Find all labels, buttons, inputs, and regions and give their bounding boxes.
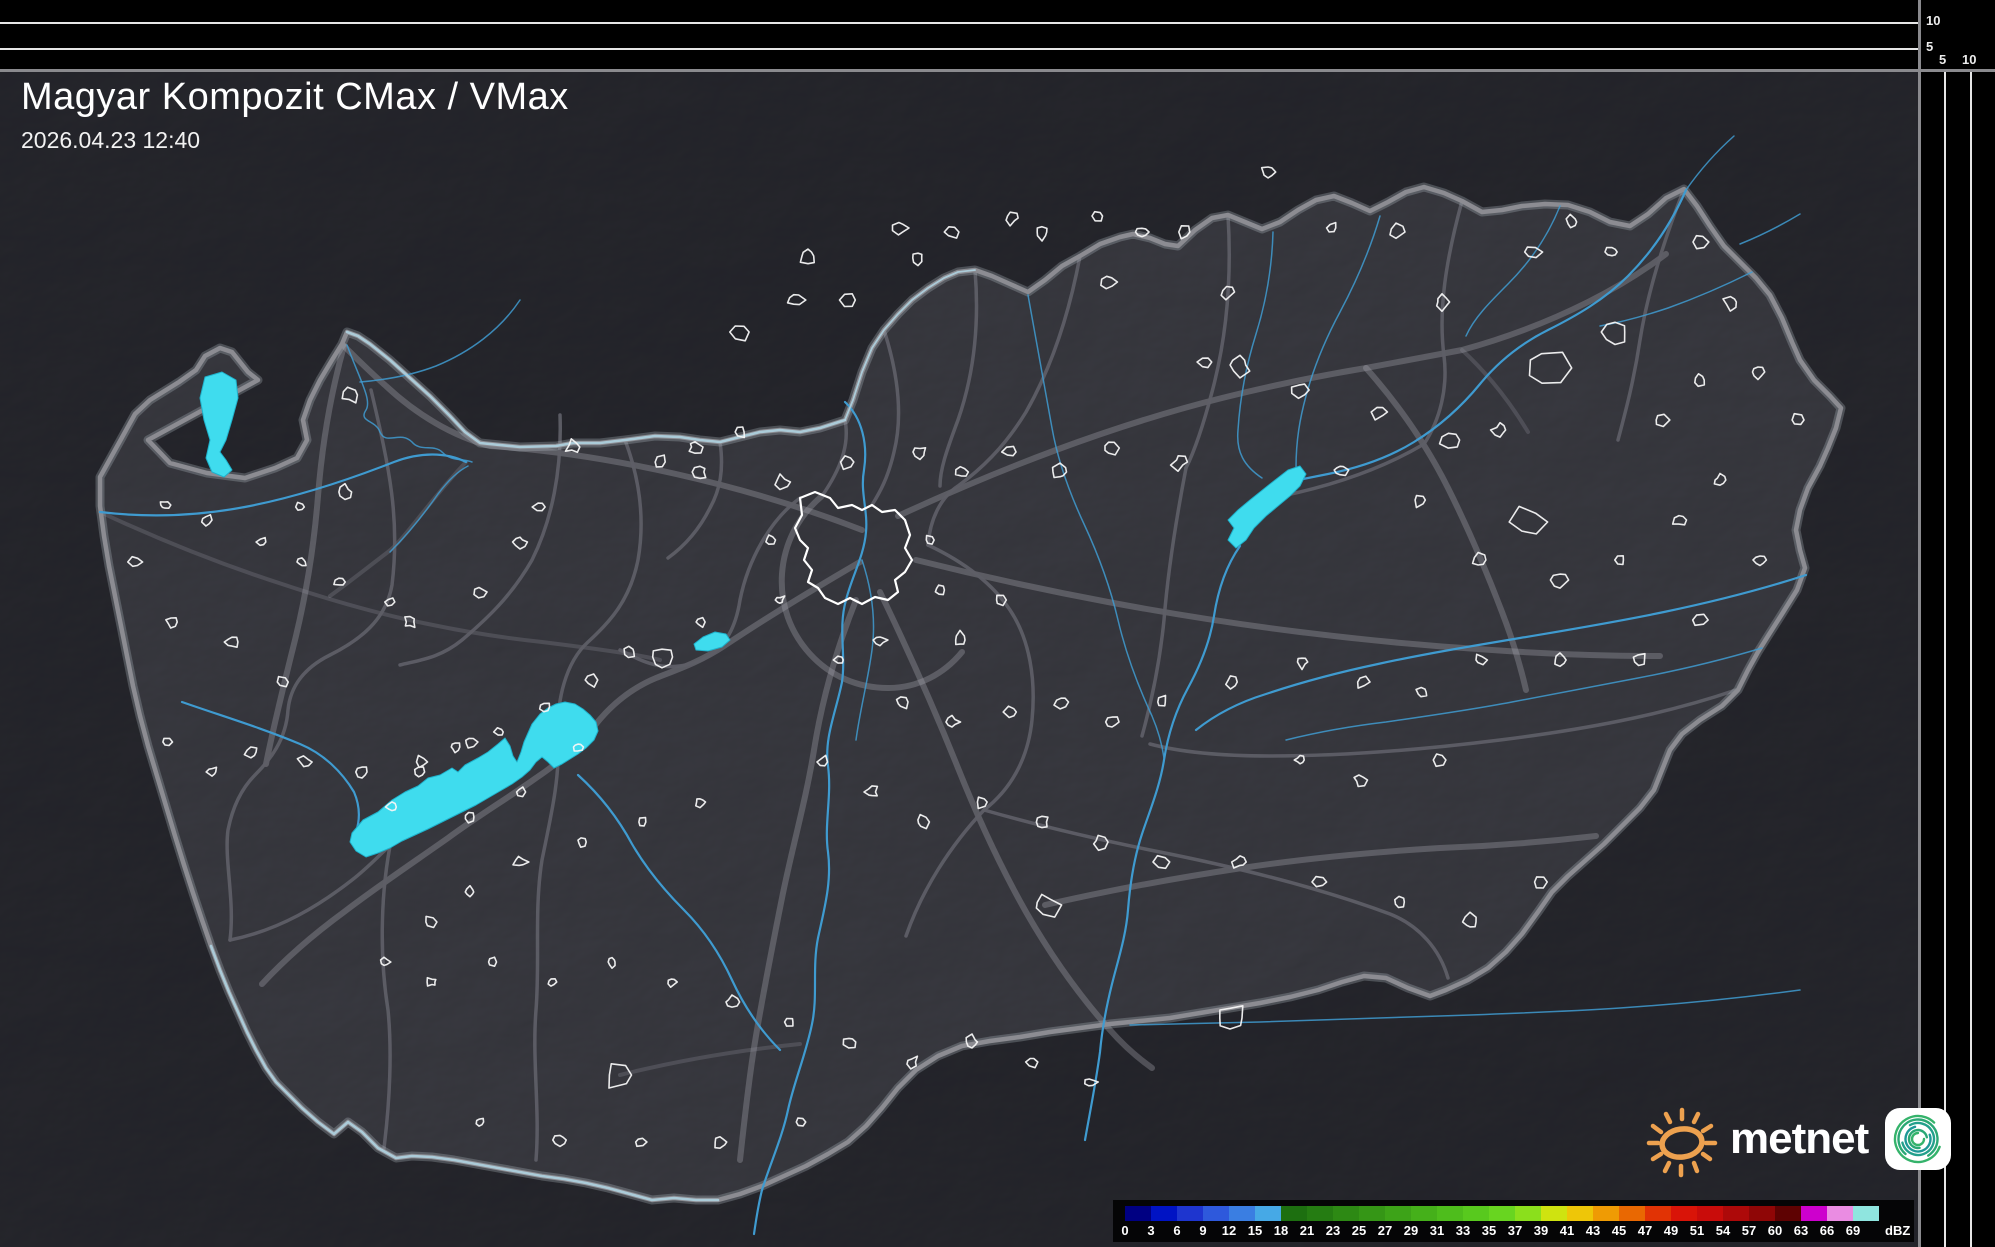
dbz-color-cell [1333, 1206, 1359, 1221]
lake-tisza [1227, 465, 1307, 549]
dbz-color-cell [1801, 1206, 1827, 1221]
metnet-wordmark: metnet [1730, 1114, 1869, 1163]
dbz-tick-label: 49 [1663, 1223, 1679, 1238]
border-rivers [209, 269, 976, 1202]
title-block: Magyar Kompozit CMax / VMax 2026.04.23 1… [21, 76, 569, 154]
dbz-tick-label: 15 [1247, 1223, 1263, 1238]
dbz-tick-label: 37 [1507, 1223, 1523, 1238]
lakes [199, 371, 1307, 858]
dbz-color-cell [1645, 1206, 1671, 1221]
dbz-color-cell [1255, 1206, 1281, 1221]
dbz-color-cell [1671, 1206, 1697, 1221]
spiral-app-icon [1885, 1108, 1952, 1170]
dbz-color-cell [1749, 1206, 1775, 1221]
metnet-logo: metnet [1636, 1094, 1952, 1184]
dbz-tick-label: 33 [1455, 1223, 1471, 1238]
dbz-tick-label: 69 [1845, 1223, 1861, 1238]
dbz-color-cell [1411, 1206, 1437, 1221]
lake-velence [693, 631, 731, 652]
dbz-tick-label: 0 [1121, 1223, 1129, 1238]
dbz-tick-label: 41 [1559, 1223, 1575, 1238]
rivers [98, 188, 1808, 1236]
dbz-tick-label: 27 [1377, 1223, 1393, 1238]
dbz-tick-label: 47 [1637, 1223, 1653, 1238]
dbz-tick-label: 51 [1689, 1223, 1705, 1238]
dbz-color-cell [1723, 1206, 1749, 1221]
rivers-minor [346, 135, 1801, 1026]
dbz-unit-label: dBZ [1885, 1223, 1911, 1238]
dbz-tick-label: 23 [1325, 1223, 1341, 1238]
motorway-network [259, 251, 1669, 1163]
dbz-color-cell [1177, 1206, 1203, 1221]
right-panel-gridline-5km [1944, 72, 1946, 1247]
dbz-tick-label: 39 [1533, 1223, 1549, 1238]
dbz-tick-label: 3 [1147, 1223, 1155, 1238]
dbz-tick-label: 6 [1173, 1223, 1181, 1238]
outside-country-shade [0, 72, 1920, 1247]
dbz-tick-label: 25 [1351, 1223, 1367, 1238]
lake-ferto [199, 371, 239, 478]
right-axis-label-10: 10 [1962, 52, 1977, 67]
dbz-color-cell [1359, 1206, 1385, 1221]
cross-section-top-panel [0, 0, 1920, 69]
dbz-color-cell [1567, 1206, 1593, 1221]
dbz-tick-label: 21 [1299, 1223, 1315, 1238]
dbz-color-cell [1151, 1206, 1177, 1221]
dbz-color-cell [1541, 1206, 1567, 1221]
dbz-tick-label: 29 [1403, 1223, 1419, 1238]
dbz-color-cell [1489, 1206, 1515, 1221]
panel-separator-vertical [1918, 0, 1921, 1247]
city-outlines [127, 166, 1805, 1149]
top-panel-gridline-10km [0, 22, 1920, 24]
dbz-tick-label: 45 [1611, 1223, 1627, 1238]
dbz-tick-label: 60 [1767, 1223, 1783, 1238]
dbz-color-cell [1307, 1206, 1333, 1221]
cross-section-right-panel [1921, 72, 1995, 1247]
dbz-tick-label: 18 [1273, 1223, 1289, 1238]
dbz-tick-label: 35 [1481, 1223, 1497, 1238]
dbz-color-cell [1385, 1206, 1411, 1221]
right-axis-label-5: 5 [1939, 52, 1947, 67]
dbz-tick-label: 63 [1793, 1223, 1809, 1238]
dbz-tick-label: 57 [1741, 1223, 1757, 1238]
dbz-color-cell [1437, 1206, 1463, 1221]
dbz-tick-label: 31 [1429, 1223, 1445, 1238]
cross-section-corner [1921, 0, 1995, 69]
dbz-tick-label: 12 [1221, 1223, 1237, 1238]
budapest-outline [793, 490, 914, 606]
dbz-color-cell [1281, 1206, 1307, 1221]
dbz-color-cell [1697, 1206, 1723, 1221]
dbz-tick-label: 54 [1715, 1223, 1731, 1238]
top-axis-label-10: 10 [1926, 13, 1941, 28]
dbz-color-cell [1229, 1206, 1255, 1221]
timestamp: 2026.04.23 12:40 [21, 127, 201, 153]
dbz-color-cell [1463, 1206, 1489, 1221]
dbz-color-cell [1827, 1206, 1853, 1221]
dbz-tick-label: 9 [1199, 1223, 1207, 1238]
dbz-color-cell [1775, 1206, 1801, 1221]
dbz-color-cell [1853, 1206, 1879, 1221]
panel-separator-horizontal [0, 69, 1995, 72]
sun-icon [1646, 1107, 1718, 1178]
dbz-color-cell [1515, 1206, 1541, 1221]
dbz-color-cell [1203, 1206, 1229, 1221]
lake-balaton [349, 701, 599, 858]
dbz-color-cell [1125, 1206, 1151, 1221]
dbz-tick-label: 66 [1819, 1223, 1835, 1238]
dbz-color-cell [1593, 1206, 1619, 1221]
dbz-tick-label: 43 [1585, 1223, 1601, 1238]
top-panel-gridline-5km [0, 48, 1920, 50]
dbz-color-cell [1619, 1206, 1645, 1221]
right-panel-gridline-10km [1970, 72, 1972, 1247]
dbz-colorbar: 0 3 6 9 12 15 18 21 23 25 27 29 31 33 35 37 39 41 43 45 47 49… [1113, 1200, 1914, 1242]
product-title: Magyar Kompozit CMax / VMax [21, 76, 569, 118]
top-axis-label-5: 5 [1926, 39, 1934, 54]
